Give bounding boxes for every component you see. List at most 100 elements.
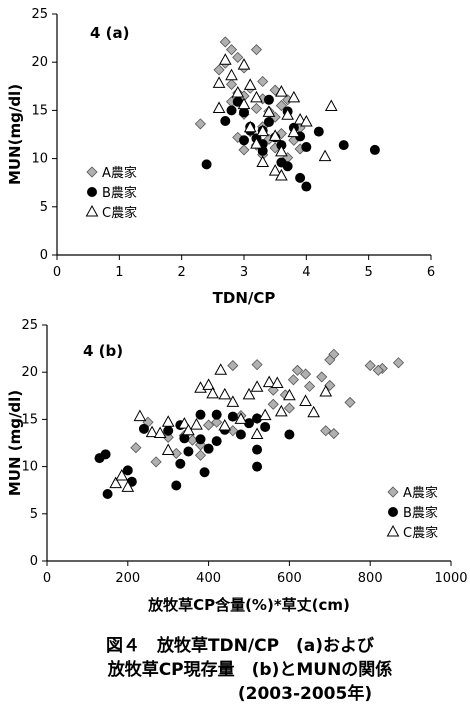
data-point (283, 388, 296, 401)
data-point (244, 418, 254, 429)
data-point (243, 120, 257, 133)
data-point (212, 101, 226, 113)
data-point (220, 116, 231, 127)
data-point (232, 96, 243, 107)
y-tick-label: 0 (40, 248, 48, 263)
x-tick-label: 0 (43, 571, 51, 586)
data-point (268, 164, 282, 176)
y-tick-label: 25 (21, 318, 38, 333)
data-point (226, 105, 237, 116)
data-point (250, 102, 263, 115)
data-point (251, 359, 263, 371)
data-point (121, 480, 135, 492)
data-point (218, 387, 232, 400)
data-point (252, 444, 263, 455)
data-point (175, 458, 186, 469)
data-point (211, 409, 222, 420)
data-point (252, 461, 263, 472)
y-tick-label: 5 (40, 200, 48, 215)
data-point (239, 135, 249, 146)
legend-label: C農家 (403, 525, 438, 541)
data-point (287, 90, 301, 103)
data-point (282, 161, 293, 172)
data-point (295, 172, 306, 183)
data-point (195, 409, 206, 420)
data-point (304, 380, 316, 392)
legend-label: B農家 (403, 505, 438, 521)
x-tick-label: 1 (115, 265, 123, 280)
chart-panel-a: 0 5 10 15 20 25 0 1 2 3 4 5 6 TDN/CP MUN(mg/dl) 4 (a) A農… (6, 7, 435, 307)
data-point (319, 384, 333, 397)
data-point (238, 144, 250, 156)
x-tick-label: 800 (358, 571, 383, 586)
x-axis-label: TDN/CP (213, 289, 276, 307)
data-point (283, 402, 295, 414)
data-point (250, 427, 264, 440)
x-tick-label: 4 (302, 265, 310, 280)
data-point (212, 76, 226, 88)
data-point (227, 360, 239, 372)
panel-label: 4 (a) (90, 24, 130, 42)
data-point (100, 449, 111, 460)
caption-line-3: (2003-2005年) (237, 684, 373, 704)
data-point (320, 425, 332, 437)
data-point (235, 429, 246, 440)
data-point (256, 155, 270, 167)
data-point (201, 159, 212, 170)
data-point (260, 421, 271, 432)
series-triangle (109, 363, 333, 492)
data-point (369, 144, 380, 155)
data-point (267, 398, 279, 410)
data-point (270, 376, 284, 389)
data-point (250, 380, 264, 392)
data-point (214, 363, 228, 375)
legend-label: A農家 (403, 485, 438, 501)
data-point (258, 408, 272, 421)
data-point (301, 181, 312, 192)
data-point (257, 75, 269, 88)
data-point (145, 425, 159, 438)
x-tick-label: 0 (53, 265, 61, 280)
figure-caption: 図４ 放牧草TDN/CP (a)および 放牧草CP現存量 (b)とMUNの関係 … (0, 634, 470, 706)
data-point (318, 149, 332, 162)
x-tick-label: 400 (196, 571, 221, 586)
data-point (287, 374, 300, 386)
y-tick-label: 5 (30, 507, 38, 522)
data-point (307, 405, 320, 418)
data-point (102, 488, 113, 499)
y-tick-label: 25 (31, 7, 48, 22)
data-point (203, 419, 215, 431)
legend: A農家 B農家 C農家 (85, 165, 137, 221)
x-tick-label: 200 (115, 571, 140, 586)
legend-marker (87, 187, 97, 197)
legend-label: C農家 (102, 205, 137, 221)
y-tick-label: 0 (30, 554, 38, 569)
data-point (170, 447, 182, 459)
data-point (194, 118, 206, 130)
data-point (138, 423, 149, 434)
panel-label: 4 (b) (83, 342, 123, 360)
data-point (178, 417, 191, 429)
y-tick-label: 10 (31, 152, 48, 167)
data-point (284, 429, 295, 440)
data-point (190, 418, 203, 430)
data-point (262, 105, 276, 117)
data-point (161, 415, 175, 427)
data-point (313, 126, 324, 137)
data-point (133, 409, 147, 422)
data-point (291, 364, 304, 376)
caption-line-1: 図４ 放牧草TDN/CP (a)および (105, 636, 375, 656)
y-tick-label: 20 (21, 365, 38, 380)
data-point (262, 375, 276, 388)
data-point (195, 434, 206, 445)
data-point (344, 396, 356, 408)
data-point (275, 85, 288, 97)
data-point (299, 394, 312, 406)
data-point (202, 378, 215, 390)
data-point (153, 426, 167, 439)
x-tick-label: 2 (178, 265, 186, 280)
data-point (225, 44, 238, 56)
y-tick-label: 15 (31, 103, 48, 118)
data-point (150, 456, 162, 468)
